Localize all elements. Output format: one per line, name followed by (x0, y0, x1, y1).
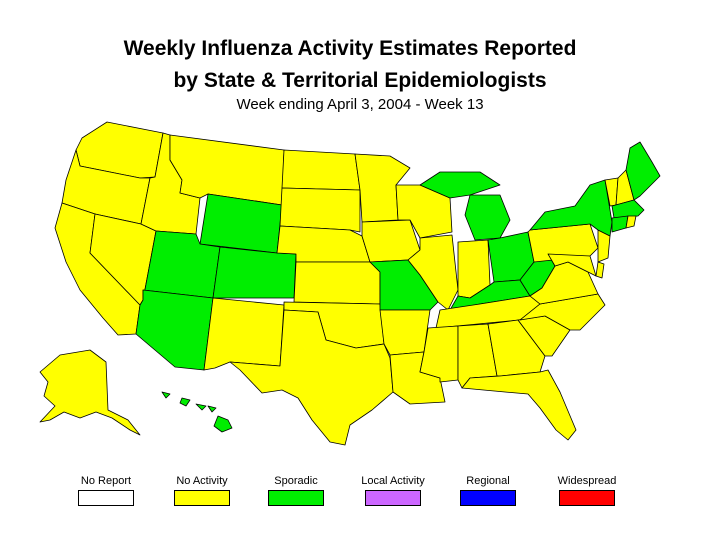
legend-label: Widespread (557, 475, 617, 487)
legend-label: No Activity (176, 475, 228, 487)
legend-swatch (460, 490, 516, 506)
state-montana (169, 134, 285, 206)
state-massachusetts (611, 199, 645, 219)
legend-item: Widespread (542, 474, 632, 506)
legend-swatch (559, 490, 615, 506)
state-colorado (212, 246, 297, 299)
state-alaska (39, 349, 141, 436)
state-michigan-up (419, 171, 501, 199)
state-hawaii (161, 391, 233, 433)
state-illinois (407, 234, 459, 311)
state-iowa (361, 219, 421, 263)
state-maine (625, 141, 661, 201)
us-state-map (39, 121, 661, 446)
state-texas (229, 309, 394, 446)
state-kansas (293, 261, 381, 305)
map-subtitle: Week ending April 3, 2004 - Week 13 (236, 96, 484, 113)
legend-swatch (365, 490, 421, 506)
state-wyoming (199, 193, 283, 254)
legend-item: Regional (443, 474, 533, 506)
state-arkansas (379, 309, 431, 356)
state-connecticut (611, 215, 629, 233)
legend-swatch (174, 490, 230, 506)
state-florida (461, 369, 577, 441)
legend-item: No Activity (157, 474, 247, 506)
state-south-dakota (279, 187, 361, 233)
legend-swatch (78, 490, 134, 506)
state-new-mexico (203, 297, 285, 371)
legend-label: Regional (466, 475, 510, 487)
legend-label: Sporadic (274, 475, 318, 487)
state-michigan (464, 194, 511, 241)
state-arizona (135, 289, 214, 371)
legend-item: No Report (61, 474, 151, 506)
legend-label: No Report (80, 475, 132, 487)
map-title-line-1: Weekly Influenza Activity Estimates Repo… (123, 37, 577, 60)
legend-item: Local Activity (348, 474, 438, 506)
legend-item: Sporadic (251, 474, 341, 506)
legend-swatch (268, 490, 324, 506)
state-delaware (595, 261, 605, 279)
map-title-line-2: by State & Territorial Epidemiologists (173, 69, 547, 92)
state-rhode-island (625, 215, 637, 229)
legend-label: Local Activity (361, 475, 425, 487)
state-new-york (529, 179, 613, 237)
state-north-dakota (281, 149, 361, 191)
state-maryland (547, 253, 597, 277)
